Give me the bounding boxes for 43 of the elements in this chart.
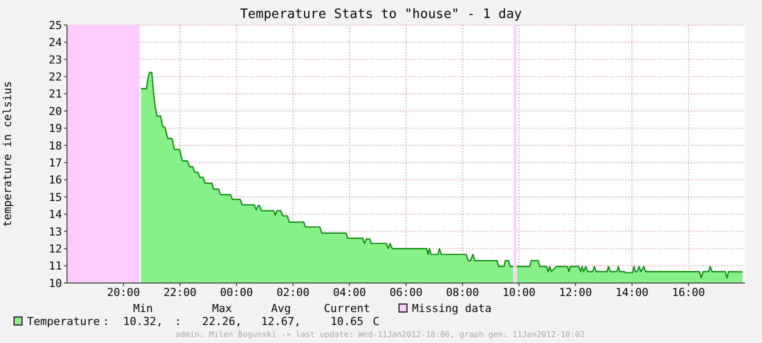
y-tick-label: 15 [48, 190, 62, 204]
x-tick-label: 20:00 [106, 286, 140, 299]
x-tick-label: 00:00 [220, 286, 254, 299]
y-tick-label: 13 [48, 225, 62, 238]
x-tick-label: 08:00 [446, 286, 480, 299]
legend-label: Temperature [27, 315, 100, 328]
y-tick-label: 18 [48, 139, 62, 152]
x-tick-label: 10:00 [502, 286, 536, 299]
x-tick-label: 14:00 [615, 286, 649, 299]
text: 10.32, [123, 315, 163, 328]
x-tick-label: 12:00 [558, 286, 592, 299]
text: Current [324, 302, 370, 315]
text: : [102, 315, 110, 328]
text: 12.67, [261, 315, 301, 328]
x-tick-label: 06:00 [389, 286, 423, 299]
text: Min [133, 302, 153, 315]
text: C [372, 315, 380, 328]
y-tick-label: 11 [48, 260, 62, 273]
y-tick-label: 21 [48, 88, 62, 101]
text: 22.26, [202, 315, 242, 328]
text: Max [212, 302, 232, 315]
y-tick-label: 19 [48, 122, 62, 136]
y-tick-label: 20 [48, 104, 62, 118]
text: Avg [271, 302, 291, 315]
text: : [174, 315, 182, 328]
y-tick-label: 12 [48, 242, 62, 256]
x-tick-label: 22:00 [163, 286, 197, 299]
y-tick-label: 10 [48, 276, 62, 290]
x-tick-label: 04:00 [332, 286, 366, 299]
y-tick-label: 25 [48, 18, 62, 32]
y-tick-label: 23 [48, 53, 62, 66]
legend-label: Missing data [412, 302, 492, 315]
x-tick-label: 02:00 [276, 286, 310, 299]
y-tick-label: 22 [48, 70, 62, 84]
x-tick-label: 16:00 [672, 286, 706, 299]
y-tick-label: 24 [48, 36, 62, 50]
y-tick-label: 14 [48, 208, 62, 222]
y-tick-label: 16 [48, 174, 62, 187]
text: admin: Milen Bogunski -> last update: Wed-11Jan2012-18:00, graph gen: 11Jan2012-18:02 [175, 330, 585, 339]
chart-title: Temperature Stats to "house" - 1 day [240, 7, 522, 22]
y-axis-title: temperature in celsius [0, 81, 14, 227]
text: 10.65 [330, 315, 364, 328]
y-tick-label: 17 [48, 156, 62, 170]
